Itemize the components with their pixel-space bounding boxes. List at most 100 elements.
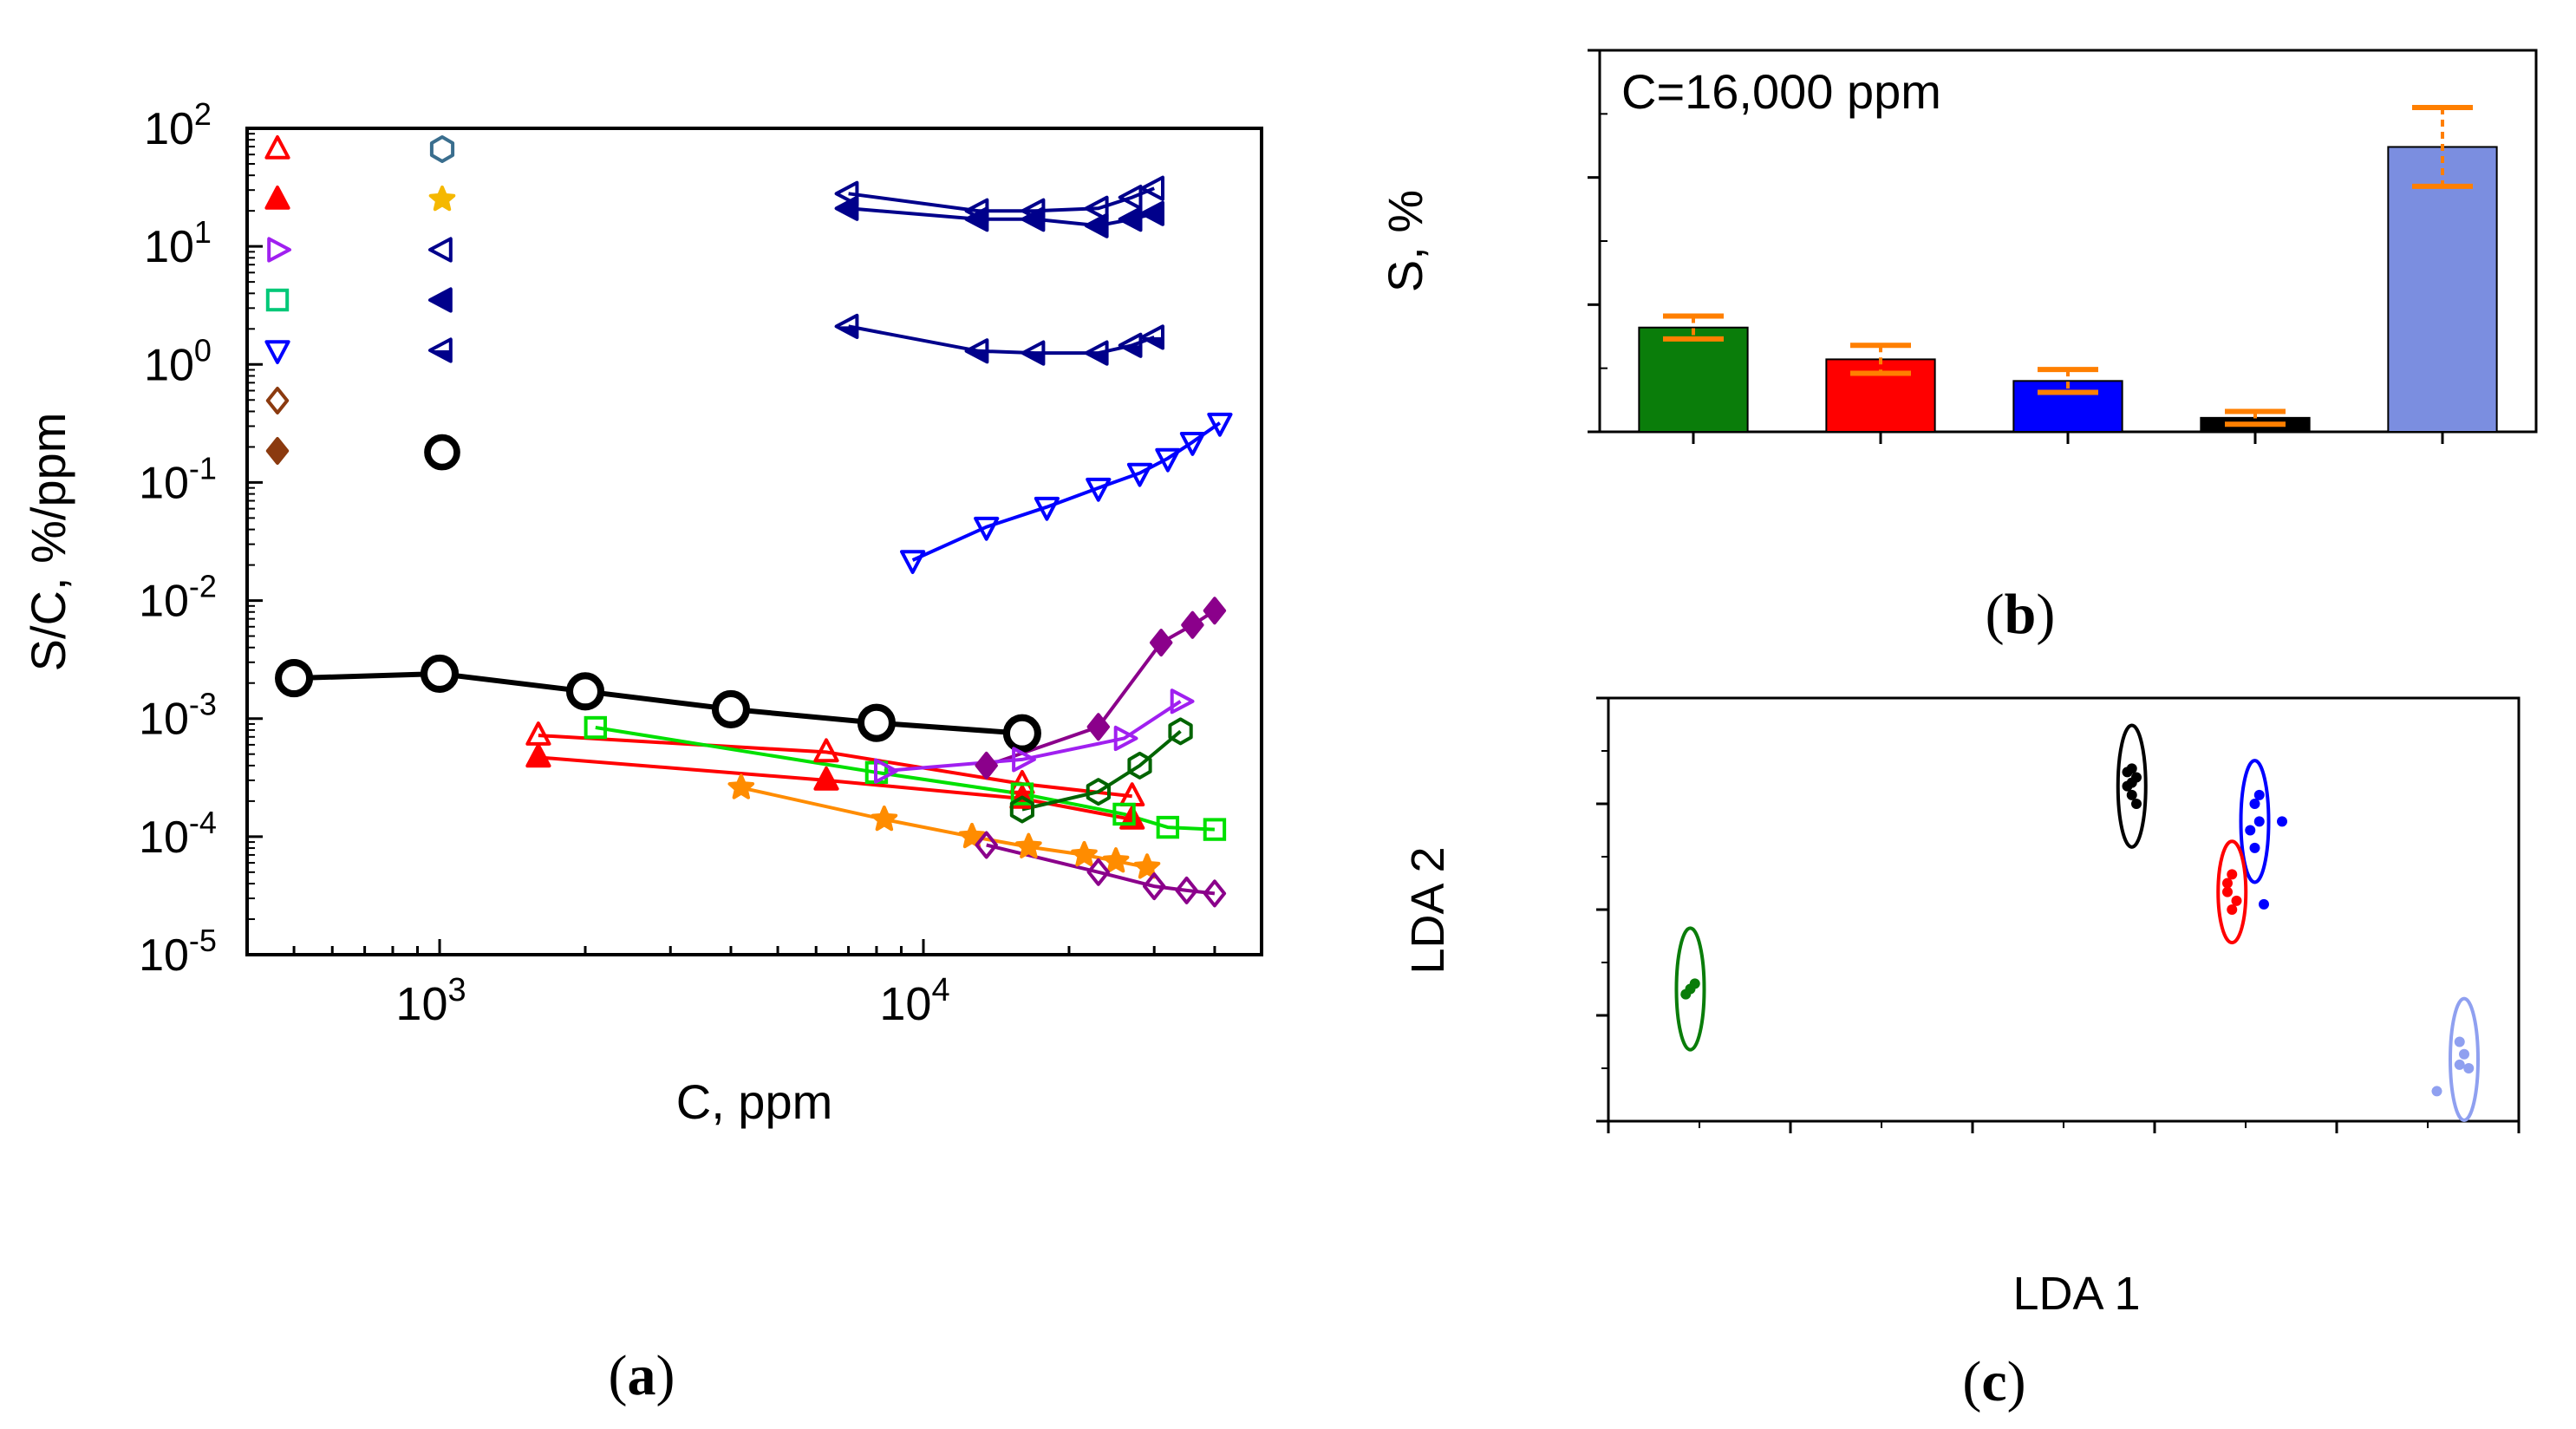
x-tick-base: 10 <box>395 978 447 1030</box>
panel-b-ticks <box>1588 49 1608 434</box>
x-tick-base: 10 <box>879 978 931 1030</box>
y-tick-base: 10 <box>144 222 194 272</box>
data-point-fill <box>1086 353 1107 364</box>
cluster-point <box>2259 898 2269 910</box>
data-point <box>1086 778 1111 806</box>
data-point <box>1086 477 1112 502</box>
data-point <box>1102 847 1130 873</box>
legend-marker <box>424 434 460 471</box>
series-line <box>848 186 1155 213</box>
data-point <box>874 758 898 784</box>
data-point <box>1010 782 1034 806</box>
x-tick-label: 103 <box>395 972 466 1030</box>
y-tick-exp: 1 <box>194 214 212 250</box>
legend-marker <box>428 287 453 313</box>
panel-c-xlabel: LDA 1 <box>2012 1268 2140 1320</box>
cluster-ellipse <box>1674 926 1706 1052</box>
data-point <box>420 654 460 694</box>
data-point <box>1140 200 1164 226</box>
legend-marker <box>267 237 291 263</box>
x-tick-exp: 3 <box>448 972 466 1008</box>
cluster-point <box>2122 767 2133 778</box>
legend-marker <box>264 340 290 364</box>
panel-a-label: (a) <box>609 1344 675 1407</box>
data-point <box>900 550 926 574</box>
data-point <box>275 659 314 698</box>
y-tick-exp: -3 <box>189 687 217 722</box>
data-point <box>1118 185 1143 211</box>
panel-b-bar-chart: C=16,000 ppm S, % (b) <box>1378 49 2538 646</box>
y-tick-base: 10 <box>144 104 194 154</box>
cluster-point <box>2126 777 2137 788</box>
data-point <box>1170 688 1195 714</box>
y-tick-exp: 0 <box>194 332 212 368</box>
series-line <box>595 726 1215 832</box>
legend-marker <box>428 237 453 263</box>
data-point <box>964 206 989 232</box>
cluster-point <box>2253 789 2265 800</box>
data-point <box>1071 840 1098 867</box>
cluster-point <box>2222 878 2233 889</box>
panel-c-label: (c) <box>1962 1350 2025 1413</box>
data-point <box>1112 802 1136 826</box>
data-point <box>1150 629 1173 657</box>
panel-c-ticks <box>1596 696 2521 1133</box>
bar <box>2012 380 2123 434</box>
panel-a-ylabel: S/C, %/ppm <box>21 413 75 672</box>
series-line <box>911 421 1222 562</box>
data-point <box>1015 832 1042 858</box>
data-point <box>1113 725 1138 752</box>
data-point <box>1021 206 1046 232</box>
data-point <box>1203 879 1227 908</box>
cluster-point <box>2227 904 2238 915</box>
cluster-ellipse <box>2449 996 2480 1122</box>
data-point <box>871 806 898 832</box>
panel-c-clusters <box>1674 723 2480 1122</box>
bar <box>2387 146 2498 433</box>
data-point <box>1034 496 1060 521</box>
y-tick-base: 10 <box>139 577 189 627</box>
data-point <box>1086 858 1110 886</box>
series-line <box>848 324 1155 356</box>
y-tick-exp: -4 <box>189 805 217 840</box>
data-point <box>1168 717 1193 746</box>
legend-marker-fill <box>430 350 451 362</box>
data-point <box>975 831 998 859</box>
data-point-fill <box>1142 336 1163 349</box>
panel-c-lda-scatter: LDA 1 LDA 2 (c) <box>1402 696 2521 1413</box>
series-line <box>538 755 1133 821</box>
legend-marker <box>428 186 456 212</box>
data-point-fill <box>1119 345 1141 356</box>
cluster-point <box>2253 816 2265 827</box>
data-point <box>813 738 839 763</box>
data-point <box>1084 195 1109 221</box>
data-point <box>525 743 551 768</box>
series-line <box>294 670 1023 736</box>
data-point <box>1126 462 1153 487</box>
data-point-fill <box>966 350 988 362</box>
y-tick-base: 10 <box>144 340 194 390</box>
data-point <box>834 180 859 206</box>
cluster-point <box>2454 1036 2465 1047</box>
cluster-point <box>2249 842 2260 853</box>
data-point <box>1181 610 1204 639</box>
panel-c-axes-frame <box>1607 696 2521 1123</box>
data-point <box>1203 818 1227 841</box>
cluster-point <box>1689 978 1700 989</box>
data-point <box>1084 212 1109 238</box>
legend-marker <box>265 387 290 414</box>
bar <box>1638 326 1749 434</box>
cluster-point <box>2431 1086 2442 1097</box>
y-tick-label: 102 <box>144 96 212 154</box>
data-point <box>834 195 859 221</box>
x-tick-exp: 4 <box>931 972 949 1008</box>
y-tick-exp: 2 <box>194 96 212 132</box>
y-tick-label: 10-1 <box>139 450 217 508</box>
panel-a-series-lines <box>294 186 1222 896</box>
y-tick-label: 101 <box>144 214 212 272</box>
cluster-point <box>2463 1063 2475 1073</box>
y-tick-label: 100 <box>144 332 212 390</box>
